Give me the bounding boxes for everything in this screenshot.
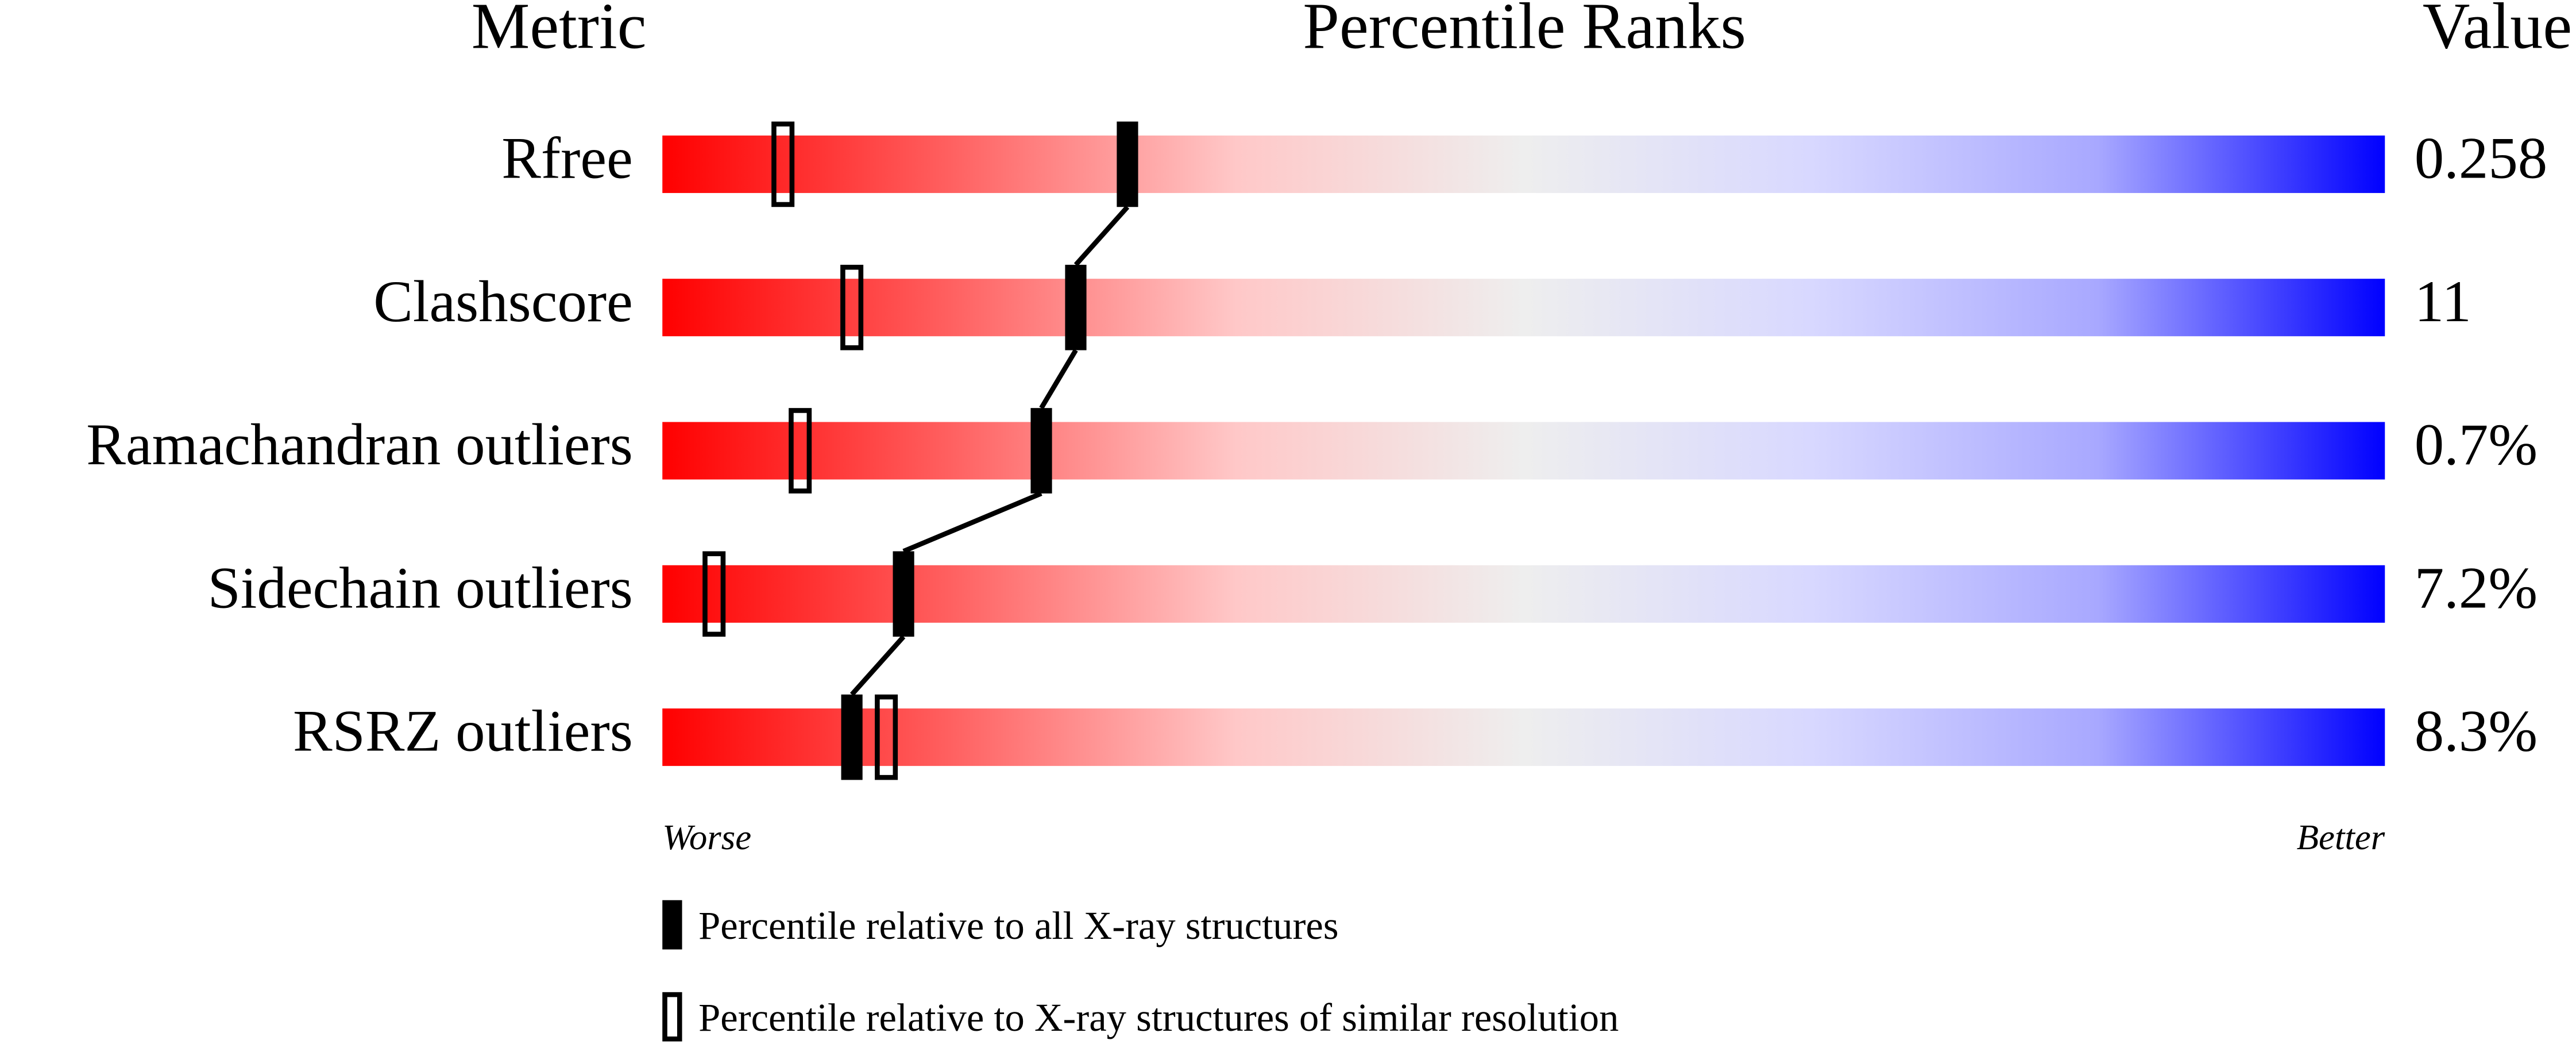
marker-open	[702, 551, 726, 637]
metric-label: Ramachandran outliers	[86, 412, 633, 477]
metric-value: 7.2%	[2415, 555, 2538, 621]
label-header: Metric	[472, 0, 647, 62]
marker-filled	[893, 551, 914, 637]
connector	[902, 491, 1042, 554]
percentile-bar	[662, 422, 2385, 480]
connector	[1073, 205, 1130, 267]
marker-filled	[841, 694, 863, 780]
metric-value: 8.3%	[2415, 699, 2538, 764]
metric-label: Sidechain outliers	[208, 555, 633, 621]
marker-filled	[1030, 408, 1052, 494]
marker-open	[771, 121, 795, 207]
legend-swatch	[662, 992, 682, 1042]
metric-value: 0.258	[2415, 126, 2548, 191]
marker-open	[840, 264, 864, 350]
metric-label: Rfree	[501, 126, 633, 191]
connector	[1039, 349, 1078, 410]
marker-filled	[1117, 121, 1138, 207]
legend-label: Percentile relative to X-ray structures …	[698, 996, 1619, 1039]
percentile-bar	[662, 708, 2385, 766]
percentile-bar	[662, 135, 2385, 193]
x-low-label: Worse	[662, 817, 751, 857]
metric-value: 11	[2415, 269, 2471, 334]
metric-label: Clashscore	[373, 269, 633, 334]
chart-title: Percentile Ranks	[1303, 0, 1746, 62]
marker-open	[789, 408, 812, 494]
value-header: Value	[2423, 0, 2572, 62]
legend-swatch	[662, 900, 682, 950]
metric-label: RSRZ outliers	[293, 699, 633, 764]
x-high-label: Better	[2297, 817, 2385, 857]
marker-open	[875, 694, 898, 780]
connector	[849, 635, 906, 696]
percentile-bar	[662, 279, 2385, 337]
metric-value: 0.7%	[2415, 412, 2538, 477]
marker-filled	[1065, 264, 1087, 350]
percentile-bar	[662, 565, 2385, 623]
legend-label: Percentile relative to all X-ray structu…	[698, 904, 1338, 947]
